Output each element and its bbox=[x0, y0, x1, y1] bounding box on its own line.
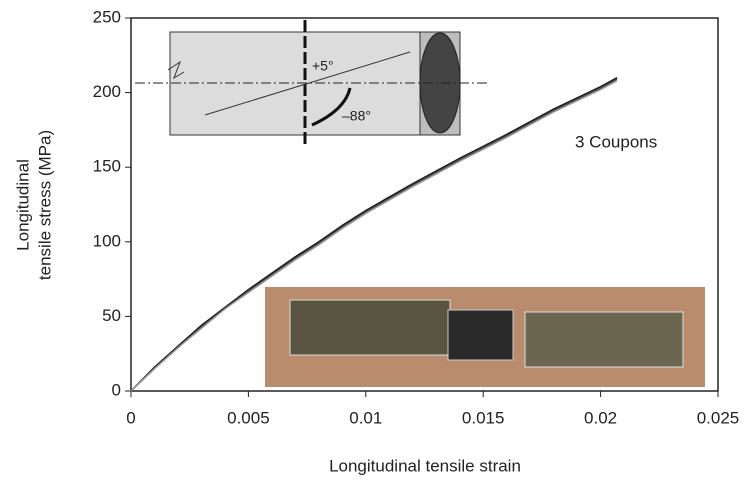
y-axis-label: Longitudinal tensile stress (MPa) bbox=[13, 130, 54, 280]
x-axis-label: Longitudinal tensile strain bbox=[329, 456, 521, 475]
y-tick-label: 250 bbox=[93, 7, 121, 26]
cylinder-diagram: +5° –88° bbox=[135, 20, 490, 148]
chart: +5° –88° 3 Coupons Longitudinal tensile … bbox=[0, 0, 751, 482]
y-axis-label-line: Longitudinal bbox=[13, 159, 32, 251]
y-axis-label-line: tensile stress (MPa) bbox=[35, 130, 54, 280]
y-tick-label: 200 bbox=[93, 82, 121, 101]
x-tick-label: 0.01 bbox=[349, 408, 382, 427]
coupon-piece bbox=[290, 300, 450, 355]
x-tick-label: 0 bbox=[126, 408, 135, 427]
angle-label: –88° bbox=[342, 108, 371, 124]
x-tick-label: 0.02 bbox=[584, 408, 617, 427]
x-tick-label: 0.025 bbox=[697, 408, 740, 427]
coupon-piece bbox=[525, 312, 683, 367]
x-tick-label: 0.015 bbox=[462, 408, 505, 427]
x-tick-label: 0.005 bbox=[227, 408, 270, 427]
coupon-piece bbox=[448, 310, 513, 360]
y-tick-label: 150 bbox=[93, 157, 121, 176]
y-tick-label: 100 bbox=[93, 231, 121, 250]
y-tick-label: 50 bbox=[102, 306, 121, 325]
coupon-photo bbox=[265, 287, 705, 387]
y-tick-label: 0 bbox=[112, 380, 121, 399]
annotation: 3 Coupons bbox=[575, 132, 657, 151]
angle-label: +5° bbox=[312, 58, 334, 74]
